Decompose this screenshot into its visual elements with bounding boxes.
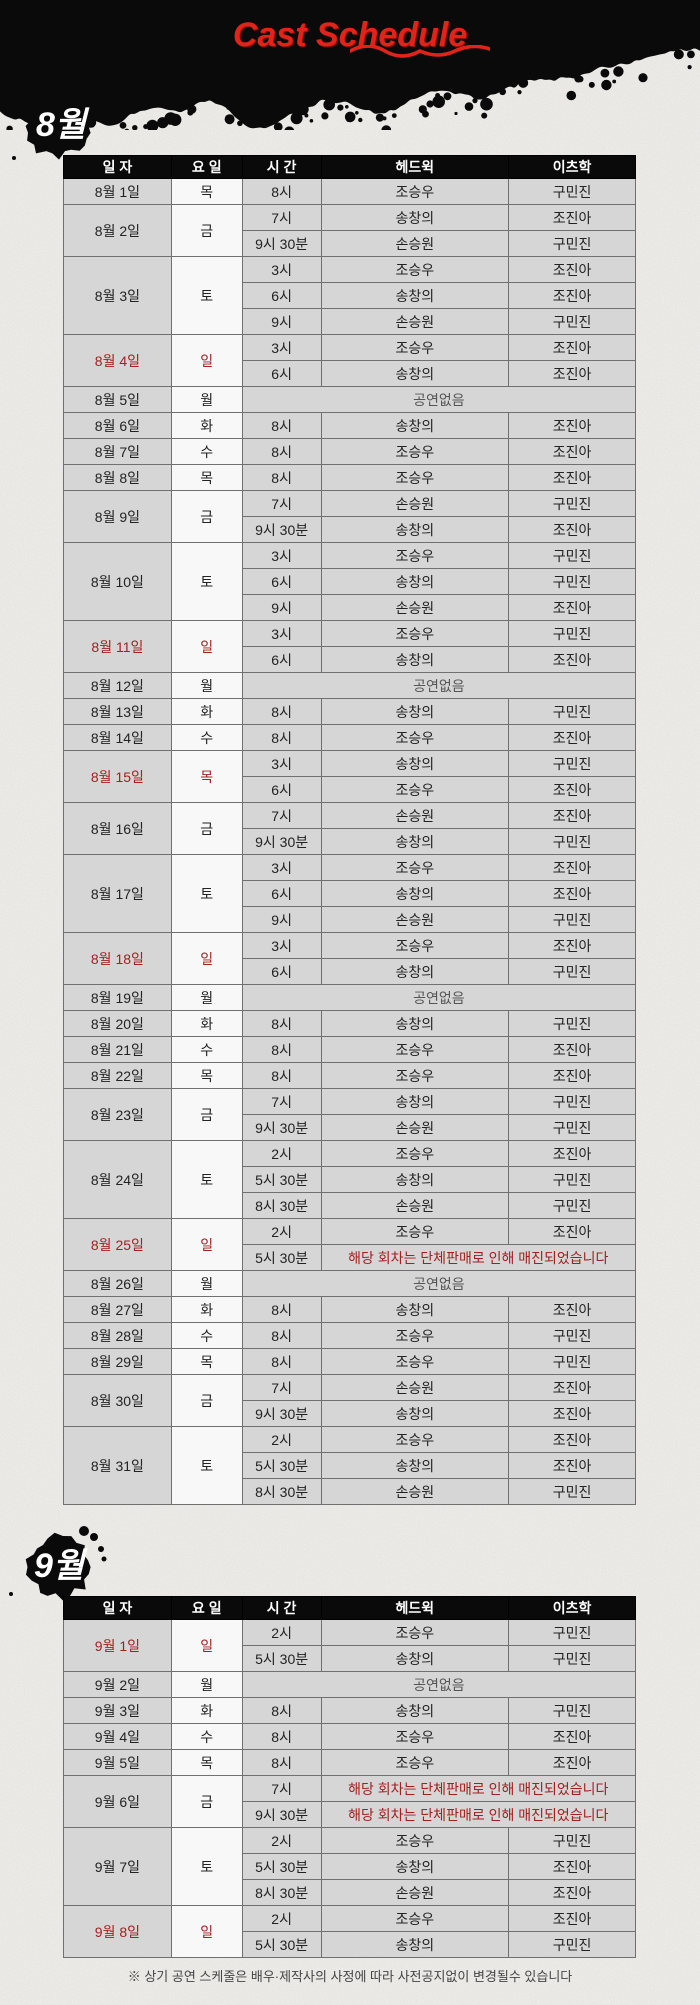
svg-text:8월: 8월 xyxy=(36,106,90,144)
svg-text:9월: 9월 xyxy=(34,1547,88,1585)
